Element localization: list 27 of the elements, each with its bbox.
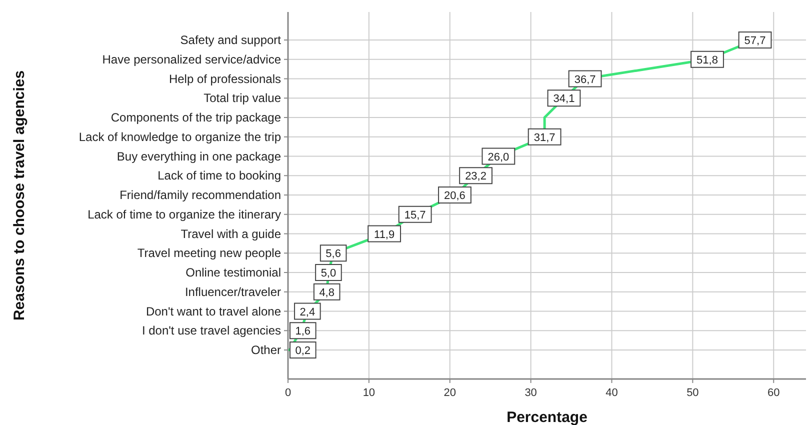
y-tick-label: Help of professionals: [168, 72, 281, 86]
y-tick-label: I don't use travel agencies: [142, 324, 281, 338]
x-tick-label: 30: [524, 387, 537, 399]
y-tick-label: Buy everything in one package: [116, 149, 282, 164]
x-tick-label: 60: [768, 387, 780, 399]
x-tick-label: 10: [362, 387, 376, 399]
x-tick-label: 20: [444, 387, 456, 399]
y-tick-label: Online testimonial: [186, 266, 281, 280]
x-axis-title: Percentage: [506, 409, 588, 425]
y-tick-label: Lack of time to booking: [158, 168, 281, 183]
x-tick-label: 0: [284, 387, 292, 399]
y-tick-label: Travel with a guide: [180, 226, 282, 241]
y-tick-label: Lack of knowledge to organize the trip: [78, 130, 282, 144]
y-tick-label: Travel meeting new people: [137, 246, 282, 260]
y-tick-label: Components of the trip package: [110, 110, 282, 124]
data-label: 0,2: [295, 345, 311, 357]
y-tick-label: Influencer/traveler: [184, 284, 282, 299]
y-tick-label: Safety and support: [180, 33, 282, 47]
y-tick-label: Friend/family recommendation: [120, 188, 281, 202]
y-tick-label: Lack of time to organize the itinerary: [88, 207, 281, 222]
y-tick-label: Have personalized service/advice: [102, 52, 282, 66]
y-tick-label: Don't want to travel alone: [146, 304, 282, 318]
y-tick-label: Other: [250, 343, 281, 357]
x-tick-label: 40: [606, 387, 618, 399]
x-tick-label: 50: [686, 387, 699, 399]
y-tick-label: Total trip value: [204, 91, 282, 106]
y-axis-title: Reasons to choose travel agencies: [11, 70, 28, 321]
